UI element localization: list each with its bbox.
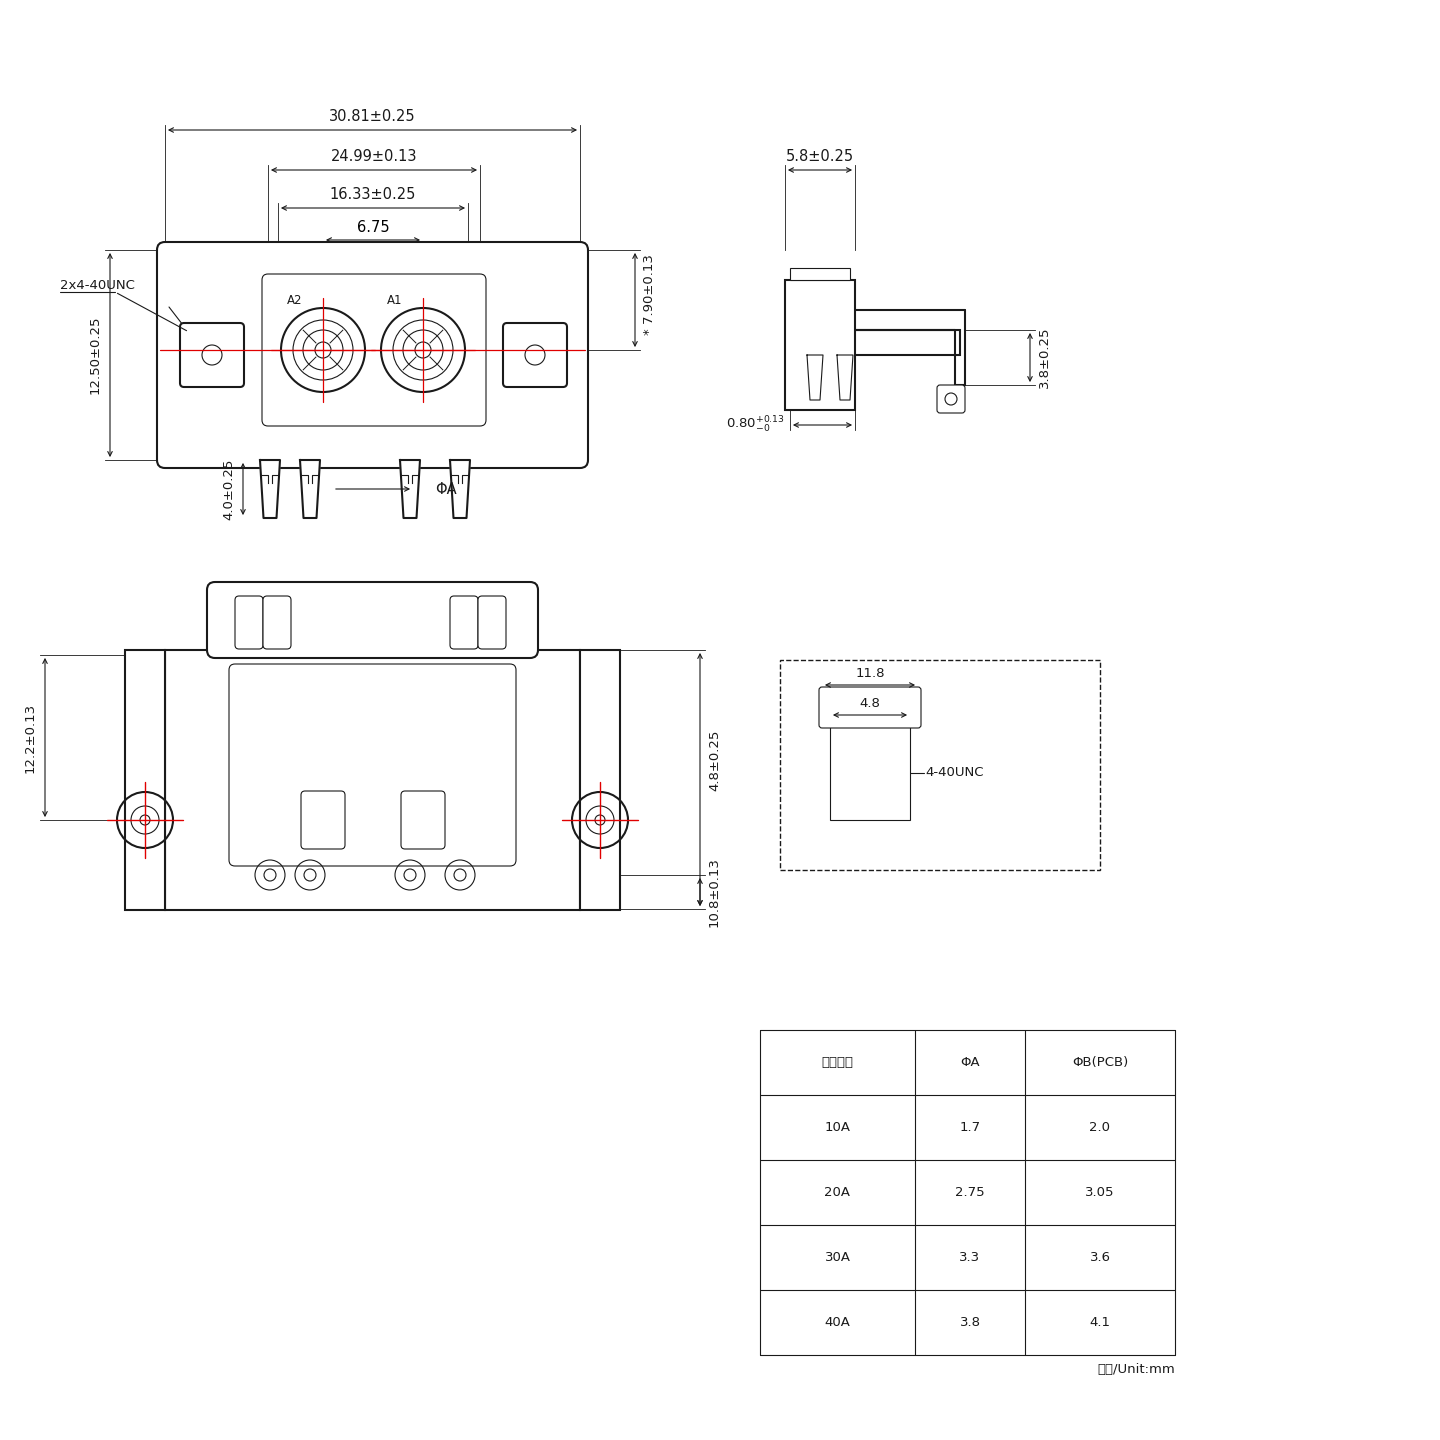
FancyBboxPatch shape: [207, 582, 539, 658]
Text: 3.05: 3.05: [1086, 1187, 1115, 1200]
Text: ΦA: ΦA: [960, 1056, 979, 1068]
Text: 2x4-40UNC: 2x4-40UNC: [60, 278, 135, 291]
FancyBboxPatch shape: [180, 323, 243, 387]
Text: 16.33±0.25: 16.33±0.25: [330, 187, 416, 202]
Text: 4.8±0.25: 4.8±0.25: [708, 729, 721, 791]
Polygon shape: [300, 459, 320, 518]
FancyBboxPatch shape: [264, 596, 291, 649]
Text: ΦB(PCB): ΦB(PCB): [1071, 1056, 1128, 1068]
Polygon shape: [449, 459, 469, 518]
Polygon shape: [837, 356, 852, 400]
Text: A2: A2: [287, 294, 302, 307]
Text: A1: A1: [387, 294, 403, 307]
FancyBboxPatch shape: [478, 596, 505, 649]
Text: 3.6: 3.6: [1090, 1251, 1110, 1264]
Text: 2.75: 2.75: [955, 1187, 985, 1200]
Bar: [780, 660, 1100, 870]
FancyBboxPatch shape: [400, 791, 445, 850]
FancyBboxPatch shape: [819, 687, 922, 729]
FancyBboxPatch shape: [229, 664, 516, 865]
Text: 4.8: 4.8: [860, 697, 880, 710]
Text: 3.8±0.25: 3.8±0.25: [1038, 327, 1051, 389]
FancyBboxPatch shape: [503, 323, 567, 387]
Bar: [125, 649, 166, 910]
Bar: [580, 649, 621, 910]
FancyBboxPatch shape: [449, 596, 478, 649]
Text: 10.8±0.13: 10.8±0.13: [708, 858, 721, 927]
Bar: [791, 330, 960, 356]
FancyBboxPatch shape: [301, 791, 346, 850]
Text: 6.75: 6.75: [357, 220, 389, 235]
Text: 4.1: 4.1: [1090, 1316, 1110, 1329]
Bar: [166, 649, 580, 910]
Text: 额定电流: 额定电流: [821, 1056, 854, 1068]
Text: 3.3: 3.3: [959, 1251, 981, 1264]
Text: 12.50±0.25: 12.50±0.25: [89, 315, 102, 395]
Text: 4-40UNC: 4-40UNC: [924, 766, 984, 779]
Text: $0.80^{+0.13}_{-0}$: $0.80^{+0.13}_{-0}$: [726, 415, 785, 435]
Text: ΦA: ΦA: [435, 481, 456, 497]
Polygon shape: [261, 459, 279, 518]
Text: 3.8: 3.8: [959, 1316, 981, 1329]
Text: * 7.90±0.13: * 7.90±0.13: [644, 255, 657, 336]
Text: lightange: lightange: [168, 318, 577, 392]
FancyBboxPatch shape: [262, 274, 487, 426]
Bar: [829, 724, 910, 819]
Text: 12.2±0.13: 12.2±0.13: [24, 703, 37, 773]
Text: 30.81±0.25: 30.81±0.25: [330, 109, 416, 124]
Text: 10A: 10A: [825, 1120, 851, 1135]
Text: lightange: lightange: [168, 743, 577, 818]
Bar: [785, 279, 855, 410]
Text: 1.7: 1.7: [959, 1120, 981, 1135]
FancyBboxPatch shape: [235, 596, 264, 649]
Text: 40A: 40A: [825, 1316, 851, 1329]
Text: 2.0: 2.0: [1090, 1120, 1110, 1135]
Polygon shape: [400, 459, 420, 518]
FancyBboxPatch shape: [157, 242, 588, 468]
Text: 单位/Unit:mm: 单位/Unit:mm: [1097, 1364, 1175, 1377]
Text: 20A: 20A: [825, 1187, 851, 1200]
FancyBboxPatch shape: [937, 384, 965, 413]
Text: 30A: 30A: [825, 1251, 851, 1264]
Text: 11.8: 11.8: [855, 667, 884, 680]
Text: 24.99±0.13: 24.99±0.13: [331, 148, 418, 164]
Text: 5.8±0.25: 5.8±0.25: [786, 148, 854, 164]
Text: 4.0±0.25: 4.0±0.25: [222, 458, 235, 520]
Bar: [791, 268, 850, 279]
Polygon shape: [806, 356, 824, 400]
